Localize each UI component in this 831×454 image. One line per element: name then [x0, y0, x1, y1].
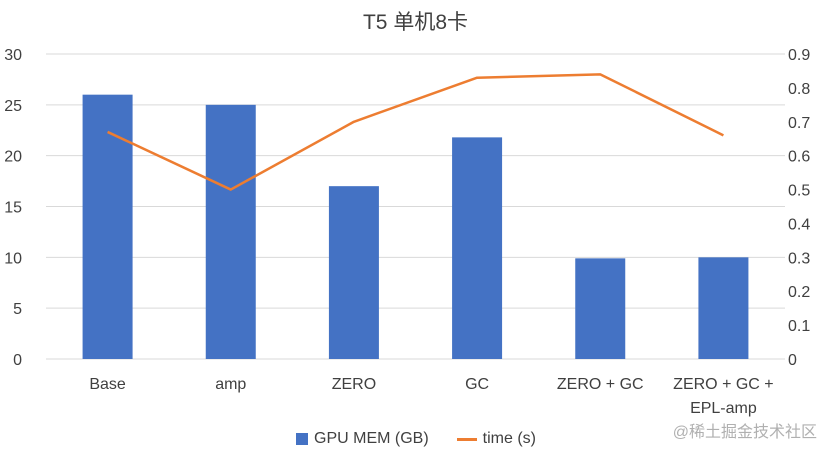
x-tick-label: GC [465, 376, 489, 393]
x-tick-label: ZERO + GC + [673, 376, 773, 393]
y2-tick-label: 0.2 [788, 284, 810, 301]
y-tick-label: 25 [4, 98, 22, 115]
x-tick-label: ZERO + GC [557, 376, 644, 393]
x-tick-label: amp [215, 376, 246, 393]
bar [452, 137, 503, 359]
y2-tick-label: 0.5 [788, 183, 810, 200]
legend: GPU MEM (GB) time (s) [296, 430, 536, 448]
legend-bar-label: GPU MEM (GB) [314, 430, 429, 447]
y-tick-label: 20 [4, 149, 22, 166]
y-axis-left: 0 5 10 15 20 25 30 [4, 47, 22, 369]
y-tick-label: 30 [4, 47, 22, 64]
bar-series [82, 94, 749, 360]
bar [328, 186, 379, 359]
bar [575, 258, 626, 359]
x-tick-label: Base [89, 376, 126, 393]
legend-line-swatch [456, 437, 477, 441]
y2-tick-label: 0.9 [788, 47, 810, 64]
y-tick-label: 0 [13, 352, 22, 369]
y2-tick-label: 0.7 [788, 115, 810, 132]
y2-tick-label: 0.3 [788, 250, 810, 267]
y-tick-label: 5 [13, 301, 22, 318]
x-axis: Base amp ZERO GC ZERO + GC ZERO + GC + EPL-amp [89, 376, 773, 417]
y-tick-label: 10 [4, 250, 22, 267]
y2-tick-label: 0.6 [788, 149, 810, 166]
chart-title: T5 单机8卡 [362, 11, 469, 34]
x-tick-label: EPL-amp [690, 400, 757, 417]
y2-tick-label: 0 [788, 352, 797, 369]
y2-tick-label: 0.1 [788, 318, 810, 335]
bar [698, 257, 749, 359]
bar [205, 104, 256, 359]
legend-line-label: time (s) [482, 430, 536, 447]
x-tick-label: ZERO [332, 376, 376, 393]
legend-bar-swatch [296, 433, 308, 445]
y-axis-right: 0 0.1 0.2 0.3 0.4 0.5 0.6 0.7 0.8 0.9 [788, 47, 810, 369]
bar [82, 94, 133, 360]
y-tick-label: 15 [4, 200, 22, 217]
y2-tick-label: 0.8 [788, 81, 810, 98]
gridlines [46, 53, 785, 360]
time-line [107, 73, 724, 191]
y2-tick-label: 0.4 [788, 216, 810, 233]
watermark: @稀土掘金技术社区 [672, 424, 817, 441]
line-series [107, 73, 724, 191]
